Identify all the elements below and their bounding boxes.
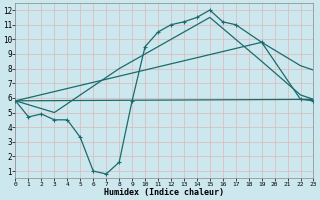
X-axis label: Humidex (Indice chaleur): Humidex (Indice chaleur) bbox=[105, 188, 225, 197]
